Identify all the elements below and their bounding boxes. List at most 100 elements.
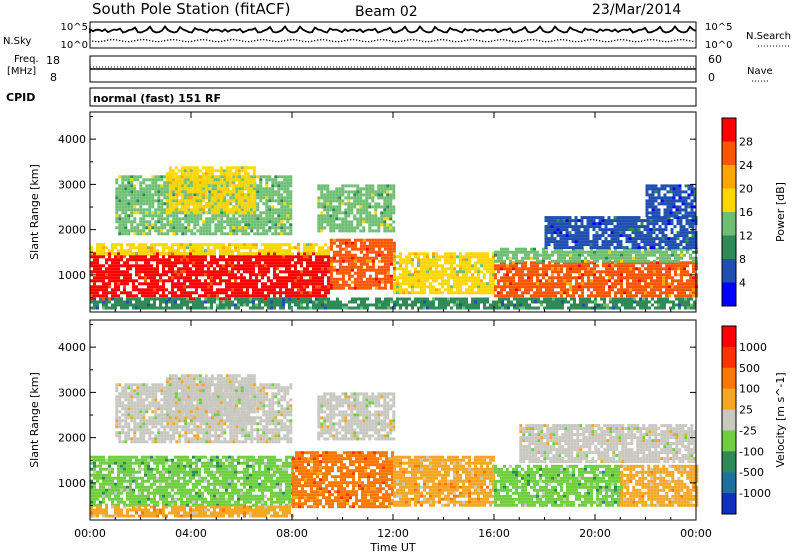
data-cell bbox=[133, 232, 137, 236]
data-cell bbox=[588, 300, 591, 304]
data-cell bbox=[683, 288, 686, 292]
data-cell bbox=[124, 205, 128, 209]
data-cell bbox=[111, 261, 114, 265]
data-cell bbox=[626, 285, 629, 289]
data-cell bbox=[93, 261, 96, 265]
data-cell bbox=[405, 282, 408, 286]
data-cell bbox=[545, 273, 548, 277]
data-cell bbox=[130, 205, 134, 209]
data-cell bbox=[566, 288, 569, 292]
data-cell bbox=[533, 282, 536, 286]
data-cell bbox=[138, 249, 141, 253]
data-cell bbox=[359, 280, 363, 284]
data-cell bbox=[189, 273, 192, 277]
data-cell bbox=[518, 294, 521, 298]
data-cell bbox=[585, 306, 588, 310]
data-cell bbox=[195, 169, 199, 173]
data-cell bbox=[211, 175, 215, 179]
data-cell bbox=[93, 252, 96, 256]
data-cell bbox=[347, 286, 351, 290]
data-cell bbox=[229, 217, 233, 221]
data-cell bbox=[108, 276, 111, 280]
data-cell bbox=[507, 300, 510, 304]
data-cell bbox=[659, 291, 662, 295]
data-cell bbox=[456, 255, 459, 259]
data-cell bbox=[271, 181, 275, 185]
data-cell bbox=[641, 253, 644, 257]
data-cell bbox=[90, 285, 93, 289]
data-cell bbox=[327, 246, 330, 250]
data-cell bbox=[345, 306, 348, 310]
data-cell bbox=[165, 243, 168, 247]
data-cell bbox=[220, 229, 224, 233]
nsearch-dot bbox=[92, 40, 94, 42]
data-cell bbox=[380, 277, 384, 281]
data-cell bbox=[162, 249, 165, 253]
data-cell bbox=[228, 276, 231, 280]
data-cell bbox=[93, 270, 96, 274]
data-cell bbox=[105, 285, 108, 289]
data-cell bbox=[300, 276, 303, 280]
data-cell bbox=[584, 264, 587, 268]
data-cell bbox=[527, 282, 530, 286]
data-cell bbox=[271, 214, 275, 218]
data-cell bbox=[575, 261, 578, 265]
data-cell bbox=[273, 270, 276, 274]
data-cell bbox=[365, 250, 369, 254]
data-cell bbox=[279, 294, 282, 298]
data-cell bbox=[507, 306, 510, 310]
data-cell bbox=[303, 300, 306, 304]
data-cell bbox=[608, 279, 611, 283]
data-cell bbox=[192, 166, 196, 170]
data-cell bbox=[210, 181, 214, 185]
data-cell bbox=[318, 291, 321, 295]
data-cell bbox=[249, 243, 252, 247]
data-cell bbox=[180, 297, 183, 301]
data-cell bbox=[524, 279, 527, 283]
data-cell bbox=[151, 193, 155, 197]
data-cell bbox=[518, 267, 521, 271]
nsearch-dot bbox=[104, 40, 106, 42]
data-cell bbox=[174, 273, 177, 277]
data-cell bbox=[542, 282, 545, 286]
data-cell bbox=[247, 232, 251, 236]
data-cell bbox=[276, 297, 279, 301]
data-cell bbox=[374, 238, 378, 242]
data-cell bbox=[213, 261, 216, 265]
data-cell bbox=[265, 181, 269, 185]
data-cell bbox=[611, 270, 614, 274]
data-cell bbox=[471, 297, 474, 301]
data-cell bbox=[159, 243, 162, 247]
data-cell bbox=[136, 208, 140, 212]
data-cell bbox=[563, 279, 566, 283]
data-cell bbox=[279, 243, 282, 247]
data-cell bbox=[177, 249, 180, 253]
data-cell bbox=[638, 273, 641, 277]
data-cell bbox=[536, 259, 539, 263]
data-cell bbox=[459, 303, 462, 307]
data-cell bbox=[353, 277, 357, 281]
data-cell bbox=[145, 223, 149, 227]
data-cell bbox=[259, 211, 263, 215]
data-cell bbox=[546, 300, 549, 304]
data-cell bbox=[336, 303, 339, 307]
data-cell bbox=[271, 220, 275, 224]
data-cell bbox=[129, 300, 132, 304]
data-cell bbox=[219, 297, 222, 301]
data-cell bbox=[303, 306, 306, 310]
data-cell bbox=[189, 291, 192, 295]
data-cell bbox=[228, 243, 231, 247]
data-cell bbox=[163, 196, 167, 200]
data-cell bbox=[249, 267, 252, 271]
data-cell bbox=[213, 243, 216, 247]
data-cell bbox=[321, 273, 324, 277]
data-cell bbox=[291, 285, 294, 289]
nsearch-dot bbox=[440, 39, 442, 41]
data-cell bbox=[555, 297, 558, 301]
data-cell bbox=[115, 217, 119, 221]
data-cell bbox=[186, 267, 189, 271]
data-cell bbox=[315, 255, 318, 259]
data-cell bbox=[252, 297, 255, 301]
data-cell bbox=[656, 256, 659, 260]
data-cell bbox=[132, 255, 135, 259]
